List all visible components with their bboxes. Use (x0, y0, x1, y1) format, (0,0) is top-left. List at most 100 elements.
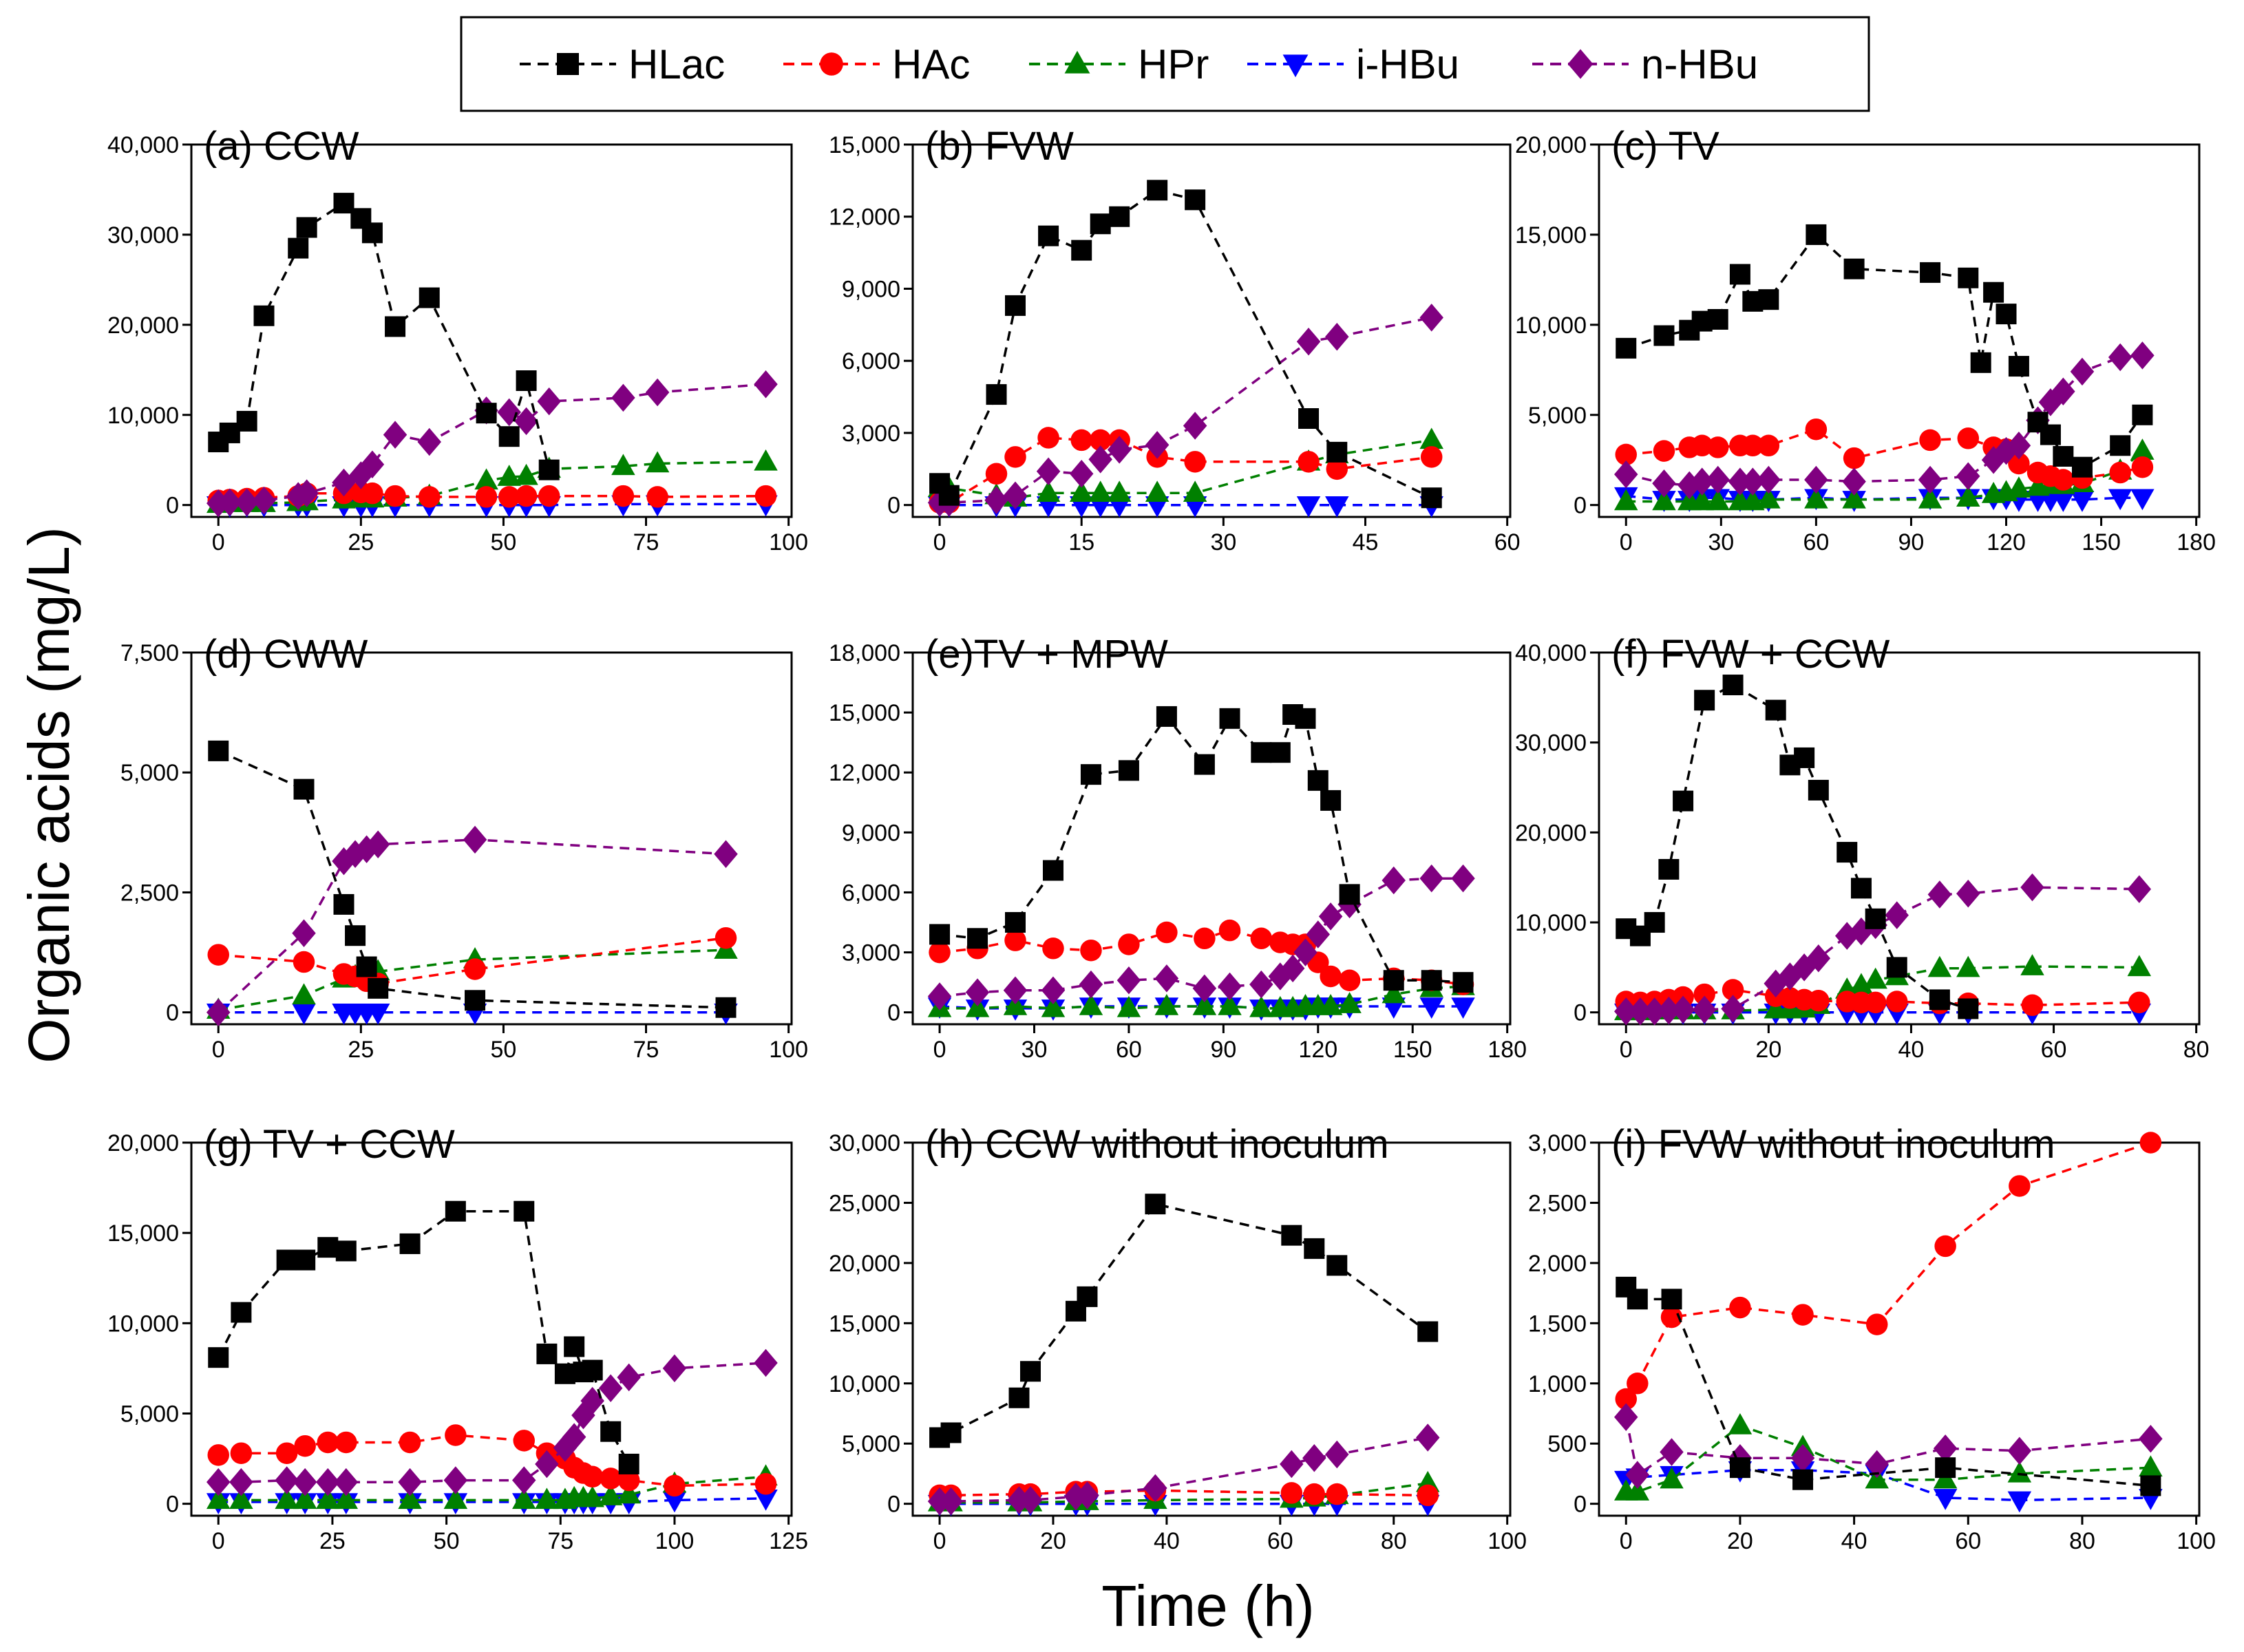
data-point-hlac (1673, 790, 1694, 812)
x-tick-label: 75 (633, 1037, 659, 1063)
panel-title: (d) CWW (204, 632, 368, 677)
y-tick-label: 0 (887, 1492, 900, 1518)
data-point-n-hbu (1145, 431, 1169, 459)
y-tick-label: 20,000 (829, 1251, 900, 1277)
x-tick-label: 0 (1620, 529, 1633, 555)
data-point-hlac (940, 1422, 962, 1443)
plot-frame (911, 651, 1512, 1026)
data-point-n-hbu (562, 1423, 586, 1451)
data-point-hac (617, 1469, 640, 1492)
plot-frame (1598, 143, 2201, 518)
data-point-hlac (498, 426, 520, 447)
data-point-hac (1693, 983, 1715, 1006)
x-tick-label: 30 (1210, 529, 1236, 555)
data-point-hlac (1042, 860, 1063, 881)
series-line (1625, 683, 1969, 1010)
data-point-hac (207, 944, 229, 966)
x-tick-label: 120 (1298, 1037, 1337, 1063)
data-point-hlac (1295, 708, 1316, 729)
data-point-n-hbu (1382, 866, 1406, 895)
data-point-hpr (474, 468, 498, 490)
data-point-hlac (1808, 779, 1829, 801)
panel-title: (g) TV + CCW (204, 1122, 455, 1167)
data-point-n-hbu (2051, 377, 2075, 405)
data-point-n-hbu (1728, 467, 1753, 496)
data-point-n-hbu (1613, 460, 1638, 489)
x-tick-label: 0 (1620, 1528, 1633, 1554)
data-point-hlac (1996, 304, 2017, 325)
series-n-hbu (206, 825, 738, 1026)
data-point-n-hbu (1249, 970, 1273, 999)
y-tick-label: 6,000 (842, 348, 900, 374)
data-point-hlac (516, 370, 537, 392)
x-tick-label: 60 (1803, 529, 1829, 555)
x-tick-label: 90 (1898, 529, 1925, 555)
data-point-n-hbu (206, 1468, 231, 1496)
data-point-hlac (1806, 224, 1827, 245)
data-point-hpr (611, 454, 635, 476)
data-point-hpr (2007, 476, 2031, 498)
panel-title: (a) CCW (204, 124, 359, 169)
y-tick-label: 0 (166, 493, 179, 519)
data-point-hac (1004, 929, 1026, 951)
data-point-hlac (1758, 289, 1779, 310)
x-tick-label: 25 (348, 529, 374, 555)
data-point-hlac (1929, 989, 1950, 1010)
data-point-n-hbu (1806, 944, 1831, 973)
data-point-hlac (1958, 998, 1979, 1019)
data-point-hlac (231, 1302, 252, 1323)
data-point-hlac (2071, 456, 2093, 478)
data-point-i-hbu (1325, 496, 1349, 518)
panel-5: 0 30 60 90 120 150 180 0 3,000 6,000 9,000 12,000 15… (829, 632, 1527, 1063)
data-point-hpr (2127, 955, 2152, 977)
data-point-hpr (1107, 480, 1132, 502)
x-tick-label: 125 (769, 1528, 808, 1554)
y-tick-label: 0 (887, 1000, 900, 1026)
data-point-hpr (645, 451, 670, 473)
data-point-n-hbu (1790, 1443, 1815, 1472)
data-point-hlac (1008, 1387, 1030, 1408)
series-line (1626, 1424, 2151, 1493)
data-point-hac (1934, 1235, 1956, 1258)
data-point-n-hbu (316, 1468, 340, 1496)
data-point-n-hbu (2070, 357, 2095, 386)
data-point-i-hbu (754, 1490, 778, 1511)
series-hac (1615, 979, 2150, 1017)
data-point-hlac (208, 1347, 229, 1368)
x-tick-label: 150 (1393, 1037, 1432, 1063)
x-tick-label: 25 (348, 1037, 374, 1063)
data-point-n-hbu (398, 1468, 422, 1496)
data-point-i-hbu (1419, 997, 1443, 1019)
data-point-hac (1004, 446, 1026, 468)
data-point-hac (475, 486, 498, 508)
data-point-hlac (236, 410, 257, 432)
y-tick-label: 12,000 (829, 204, 900, 231)
data-point-hlac (2008, 356, 2029, 377)
series-n-hbu (927, 304, 1443, 517)
data-point-n-hbu (939, 1487, 963, 1516)
data-point-hlac (1794, 747, 1815, 768)
series-n-hbu (206, 370, 778, 518)
data-point-hlac (538, 459, 560, 480)
data-point-hac (1792, 1304, 1814, 1326)
x-tick-label: 50 (434, 1528, 460, 1554)
x-tick-label: 0 (933, 529, 946, 555)
series-i-hbu (927, 1494, 1440, 1516)
data-point-hlac (361, 222, 383, 244)
series-hlac (208, 1200, 639, 1474)
y-tick-label: 25,000 (829, 1190, 900, 1216)
series-hlac (929, 704, 1474, 993)
data-point-hac (1706, 436, 1729, 458)
data-point-n-hbu (2139, 1424, 2163, 1453)
data-point-hpr (1036, 480, 1061, 502)
data-point-hpr (2020, 954, 2044, 975)
data-point-i-hbu (2051, 491, 2075, 512)
data-point-n-hbu (383, 421, 407, 449)
data-point-hpr (512, 1487, 536, 1510)
x-tick-label: 40 (1154, 1528, 1180, 1554)
data-point-n-hbu (1419, 864, 1443, 893)
y-tick-label: 40,000 (1515, 640, 1587, 666)
data-point-n-hbu (1660, 1438, 1684, 1466)
x-tick-label: 20 (1040, 1528, 1066, 1554)
data-point-hlac (1145, 1194, 1166, 1215)
